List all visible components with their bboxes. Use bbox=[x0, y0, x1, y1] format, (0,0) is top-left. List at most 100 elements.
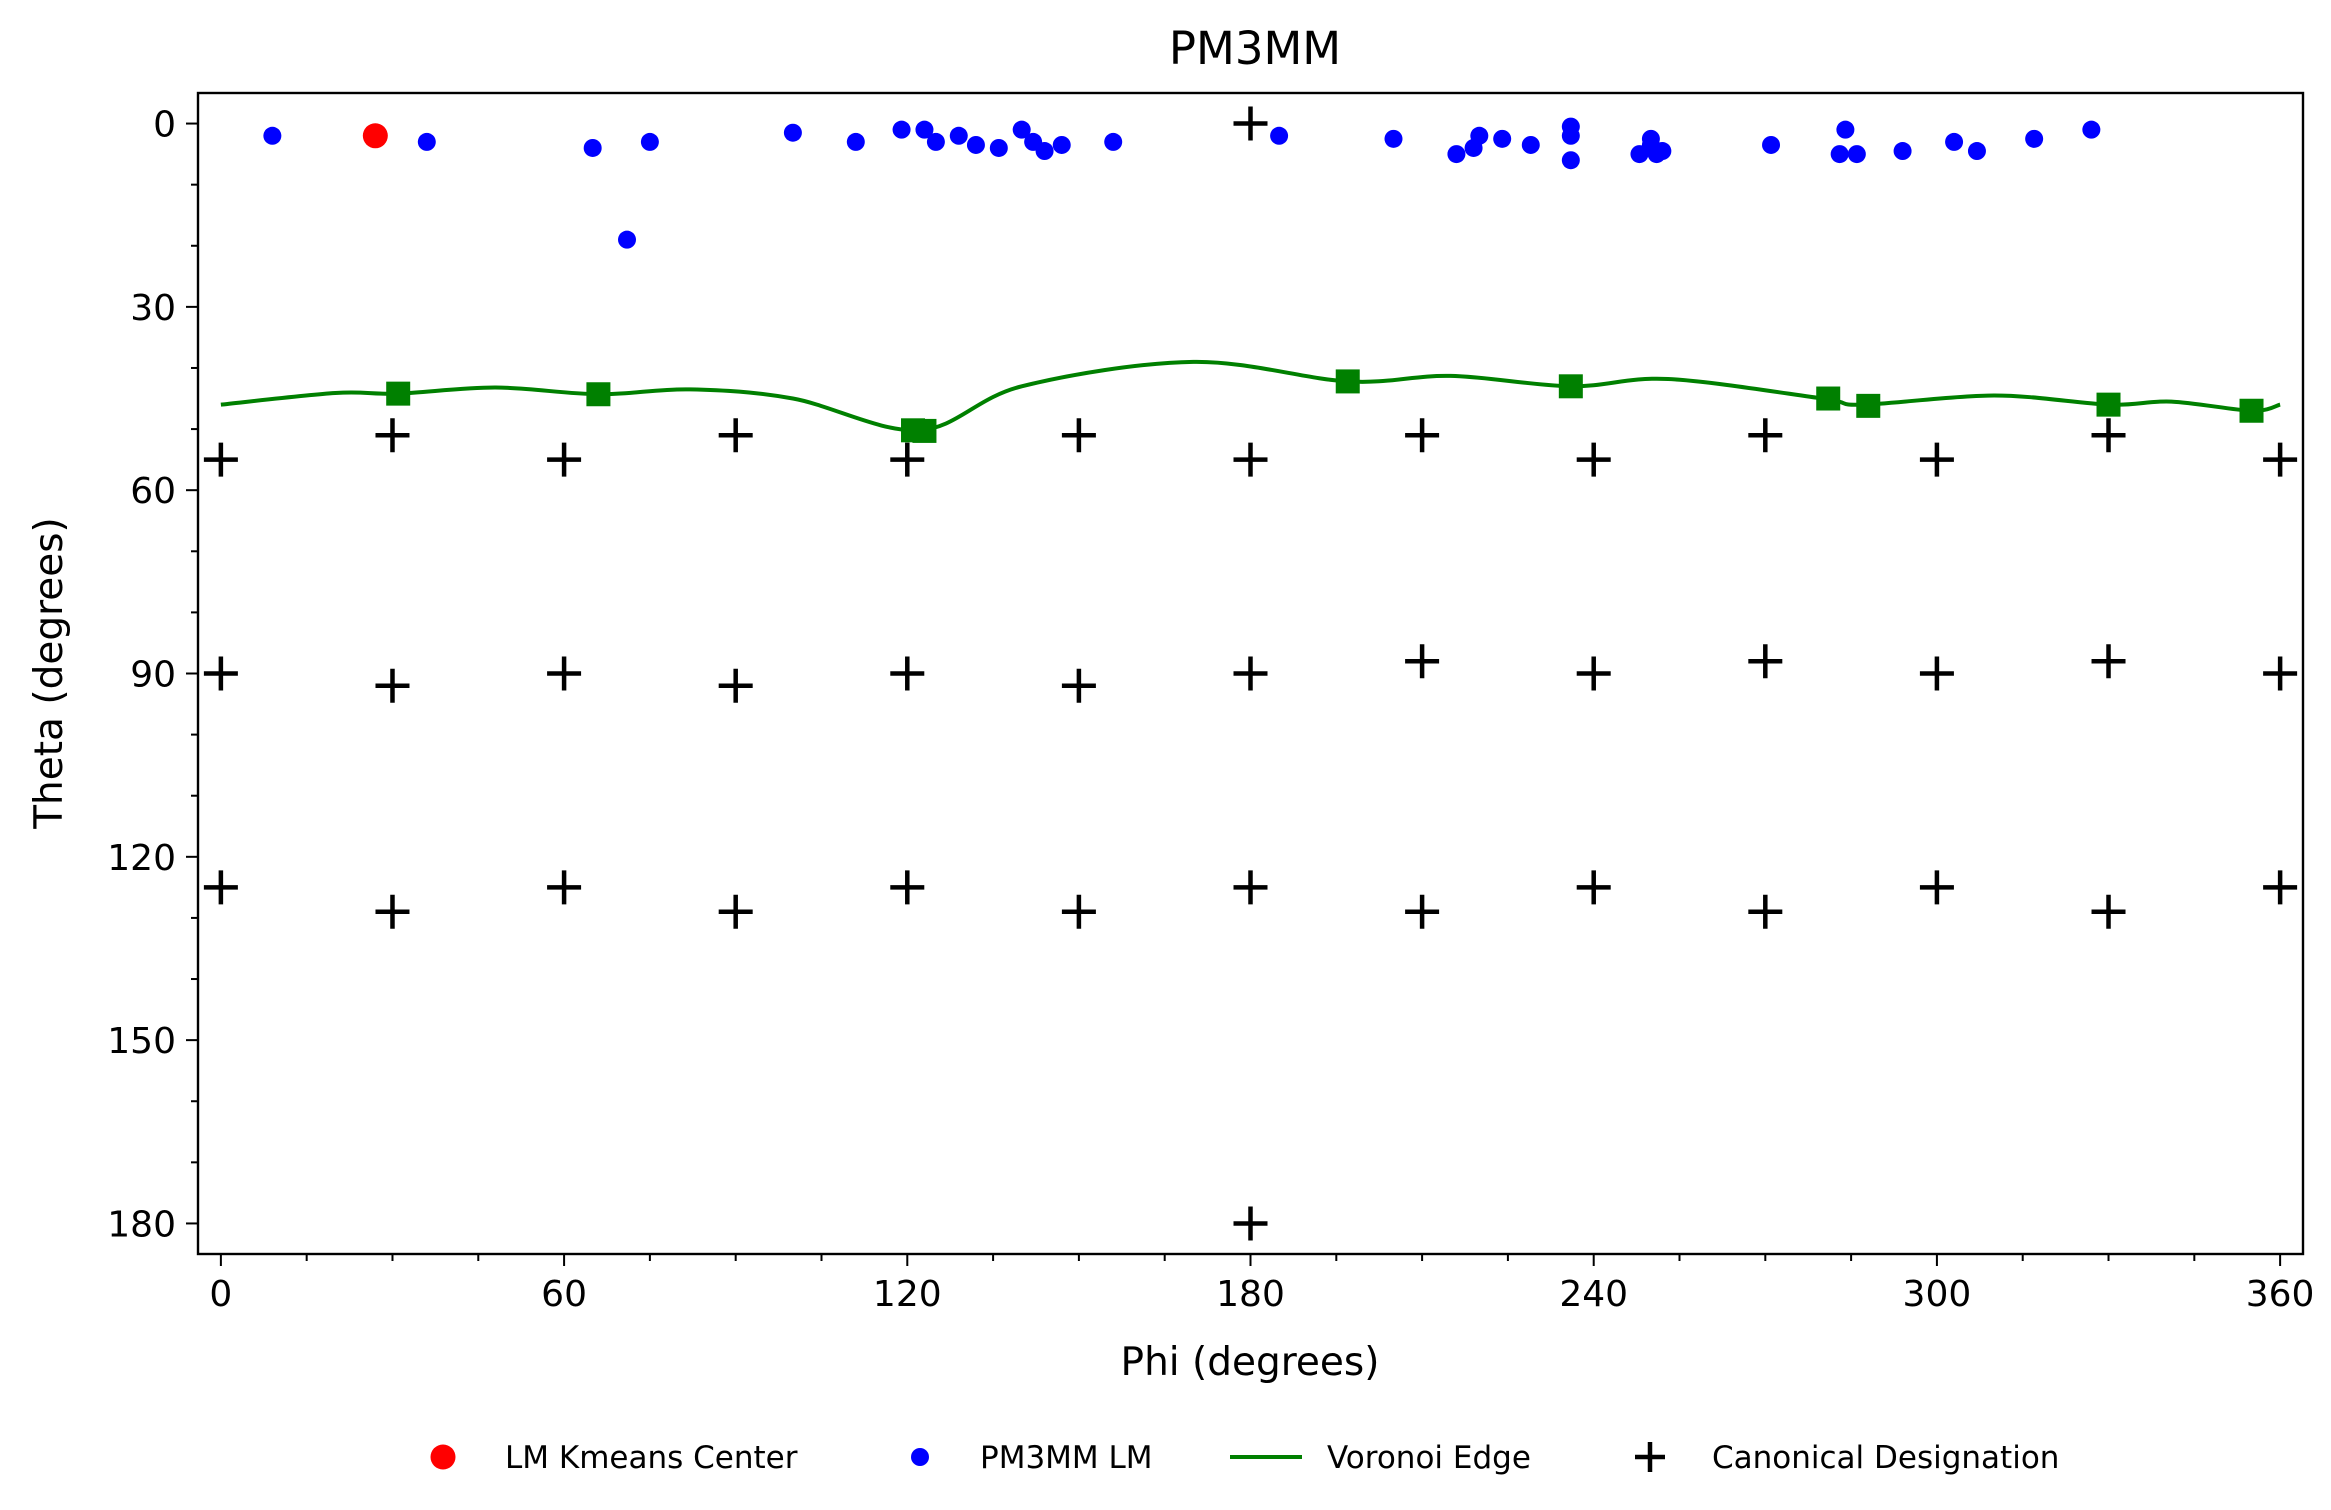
canonical-designation-marker bbox=[1576, 656, 1611, 691]
canonical-designation-marker bbox=[890, 870, 925, 905]
voronoi-vertex bbox=[1335, 369, 1360, 394]
voronoi-vertex bbox=[2239, 398, 2264, 423]
x-tick-label: 360 bbox=[2246, 1274, 2315, 1315]
canonical-designation-marker bbox=[1233, 442, 1268, 477]
voronoi-edge-line bbox=[220, 359, 2281, 433]
canonical-designation-marker bbox=[1233, 656, 1268, 691]
canonical-designation-marker bbox=[890, 442, 925, 477]
x-tick-label: 60 bbox=[541, 1274, 587, 1315]
lm-point bbox=[1447, 145, 1466, 164]
x-tick-label: 300 bbox=[1903, 1274, 1972, 1315]
canonical-designation-marker bbox=[203, 442, 238, 477]
canonical-designation-marker bbox=[1576, 442, 1611, 477]
lm-point bbox=[966, 135, 985, 154]
lm-point bbox=[1893, 142, 1912, 161]
canonical-designation-marker bbox=[718, 668, 753, 703]
plot-marks bbox=[203, 106, 2298, 1241]
lm-point bbox=[915, 120, 934, 139]
lm-point bbox=[1104, 132, 1123, 151]
canonical-designation-marker bbox=[2091, 644, 2126, 679]
canonical-designation-marker bbox=[1919, 870, 1954, 905]
canonical-designation-marker bbox=[718, 418, 753, 453]
voronoi-vertex bbox=[586, 382, 611, 407]
canonical-designation-marker bbox=[1405, 418, 1440, 453]
canonical-designation-marker bbox=[547, 442, 582, 477]
y-tick-label: 180 bbox=[107, 1204, 176, 1245]
canonical-designation-marker bbox=[1405, 894, 1440, 929]
legend-marker bbox=[911, 1448, 929, 1466]
legend-label: Canonical Designation bbox=[1712, 1440, 2059, 1476]
canonical-designation-marker bbox=[1233, 1206, 1268, 1241]
canonical-designation-marker bbox=[2091, 418, 2126, 453]
lm-point bbox=[1561, 126, 1580, 145]
y-tick-label: 90 bbox=[130, 655, 176, 696]
lm-point bbox=[846, 132, 865, 151]
canonical-designation-marker bbox=[718, 894, 753, 929]
legend-label: Voronoi Edge bbox=[1327, 1440, 1531, 1476]
lm-point bbox=[640, 132, 659, 151]
voronoi-vertex bbox=[2096, 392, 2121, 417]
canonical-designation-marker bbox=[2091, 894, 2126, 929]
canonical-designation-marker bbox=[1061, 894, 1096, 929]
canonical-designation-marker bbox=[1405, 644, 1440, 679]
legend-label: LM Kmeans Center bbox=[505, 1440, 798, 1476]
lm-point bbox=[2082, 120, 2101, 139]
canonical-designation-marker bbox=[1919, 656, 1954, 691]
lm-point bbox=[618, 230, 637, 249]
kmeans-center-point bbox=[362, 123, 388, 149]
y-tick-label: 0 bbox=[153, 105, 176, 146]
lm-point bbox=[892, 120, 911, 139]
x-tick-label: 0 bbox=[209, 1274, 232, 1315]
lm-point bbox=[1035, 142, 1054, 161]
lm-point bbox=[583, 138, 602, 157]
canonical-designation-marker bbox=[375, 668, 410, 703]
canonical-designation-marker bbox=[1061, 668, 1096, 703]
canonical-designation-marker bbox=[1748, 894, 1783, 929]
lm-point bbox=[989, 138, 1008, 157]
canonical-designation-marker bbox=[1576, 870, 1611, 905]
lm-point bbox=[949, 126, 968, 145]
canonical-designation-marker bbox=[1919, 442, 1954, 477]
canonical-designation-marker bbox=[2263, 442, 2298, 477]
canonical-designation-marker bbox=[375, 894, 410, 929]
voronoi-vertex bbox=[1558, 374, 1583, 399]
canonical-designation-marker bbox=[2263, 656, 2298, 691]
canonical-designation-marker bbox=[1748, 418, 1783, 453]
y-tick-label: 60 bbox=[130, 471, 176, 512]
voronoi-vertex bbox=[386, 381, 411, 406]
lm-point bbox=[926, 132, 945, 151]
lm-point bbox=[1012, 120, 1031, 139]
lm-point bbox=[2025, 129, 2044, 148]
canonical-designation-marker bbox=[890, 656, 925, 691]
lm-point bbox=[1945, 132, 1964, 151]
lm-point bbox=[1653, 142, 1672, 161]
canonical-designation-marker bbox=[203, 870, 238, 905]
lm-point bbox=[1967, 142, 1986, 161]
legend-marker bbox=[1635, 1442, 1665, 1472]
lm-point bbox=[1052, 135, 1071, 154]
voronoi-vertex bbox=[1856, 393, 1881, 418]
lm-point bbox=[1561, 151, 1580, 170]
canonical-designation-marker bbox=[1233, 870, 1268, 905]
canonical-designation-marker bbox=[547, 656, 582, 691]
y-axis-ticks: 0 30 60 90 120 150 180 bbox=[107, 105, 198, 1245]
canonical-designation-marker bbox=[547, 870, 582, 905]
x-tick-label: 120 bbox=[873, 1274, 942, 1315]
y-tick-label: 30 bbox=[130, 288, 176, 329]
lm-point bbox=[1836, 120, 1855, 139]
canonical-designation-marker bbox=[1233, 106, 1268, 141]
voronoi-vertex bbox=[1816, 386, 1841, 411]
lm-point bbox=[1847, 145, 1866, 164]
lm-point bbox=[263, 126, 282, 145]
chart-title: PM3MM bbox=[1169, 22, 1341, 75]
legend-marker bbox=[430, 1444, 456, 1470]
lm-point bbox=[783, 123, 802, 142]
legend: LM Kmeans Center PM3MM LM Voronoi Edge Cano… bbox=[430, 1440, 2059, 1476]
canonical-designation-marker bbox=[1061, 418, 1096, 453]
lm-point bbox=[1762, 135, 1781, 154]
lm-point bbox=[1384, 129, 1403, 148]
y-tick-label: 120 bbox=[107, 838, 176, 879]
canonical-designation-marker bbox=[1748, 644, 1783, 679]
canonical-designation-marker bbox=[203, 656, 238, 691]
